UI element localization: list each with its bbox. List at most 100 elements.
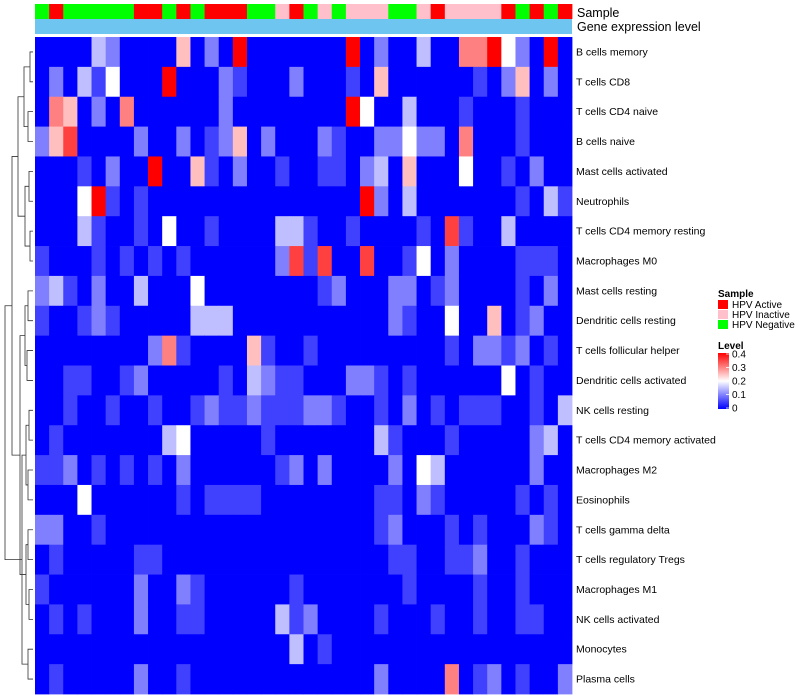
heatmap-cell — [49, 484, 64, 516]
heatmap-cell — [345, 66, 361, 98]
heatmap-cell — [105, 246, 121, 277]
heatmap-cell — [246, 246, 262, 277]
heatmap-cell — [275, 335, 290, 366]
heatmap-cell — [473, 574, 488, 605]
heatmap-cell — [218, 365, 234, 396]
heatmap-cell — [246, 455, 262, 486]
heatmap-cell — [543, 216, 559, 247]
heatmap-cell — [473, 246, 488, 277]
level-legend-tick-label: 0.4 — [732, 350, 746, 361]
heatmap-cell — [218, 305, 234, 337]
heatmap-cell — [91, 484, 107, 516]
heatmap-cell — [402, 574, 417, 605]
heatmap-cell — [261, 216, 276, 247]
heatmap-cell — [487, 96, 502, 127]
heatmap-cell — [119, 544, 135, 575]
row-label: T cells regulatory Tregs — [576, 554, 685, 566]
heatmap-cell — [360, 425, 375, 456]
heatmap-cell — [345, 365, 361, 396]
heatmap-cell — [388, 246, 403, 277]
heatmap-cell — [388, 514, 403, 546]
heatmap-cell — [49, 216, 64, 247]
heatmap-cell — [246, 634, 262, 665]
heatmap-cell — [388, 365, 403, 396]
heatmap-cell — [543, 634, 559, 665]
heatmap-cell — [430, 365, 446, 396]
heatmap-cell — [374, 246, 389, 277]
dendrogram-link — [29, 51, 33, 83]
heatmap-cell — [63, 275, 78, 307]
heatmap-cell — [119, 186, 135, 217]
sample-annotation-cell — [303, 4, 319, 19]
heatmap-cell — [77, 96, 92, 127]
row-label: Dendritic cells resting — [576, 315, 676, 327]
heatmap-cell — [501, 37, 516, 68]
heatmap-cell — [557, 275, 573, 307]
heatmap-cell — [515, 335, 530, 366]
heatmap-cell — [430, 425, 446, 456]
heatmap-cell — [162, 604, 177, 635]
heatmap-cell — [501, 275, 516, 307]
row-label: Eosinophils — [576, 494, 630, 506]
heatmap-cell — [360, 544, 375, 575]
dendrogram-link — [26, 350, 33, 381]
sample-annotation-cell — [416, 4, 432, 19]
heatmap-cell — [119, 96, 135, 127]
heatmap-cell — [49, 66, 64, 98]
heatmap-cell — [232, 395, 248, 426]
heatmap-cell — [303, 246, 319, 277]
heatmap-cell — [416, 395, 432, 426]
sample-annotation-cell — [402, 4, 417, 19]
sample-annotation-cell — [204, 4, 220, 19]
heatmap-cell — [360, 96, 375, 127]
heatmap-cell — [331, 395, 347, 426]
heatmap-cell — [529, 246, 545, 277]
heatmap-cell — [232, 514, 248, 546]
sample-annotation-cell — [557, 4, 573, 19]
heatmap-cell — [246, 604, 262, 635]
row-label: Macrophages M0 — [576, 255, 657, 267]
heatmap-cell — [543, 66, 559, 98]
heatmap-cell — [105, 96, 121, 127]
heatmap-cell — [557, 96, 573, 127]
sample-annotation-cell — [374, 4, 389, 19]
heatmap-cell — [218, 514, 234, 546]
heatmap-cell — [345, 335, 361, 366]
heatmap-cell — [162, 455, 177, 486]
heatmap-cell — [543, 305, 559, 337]
heatmap-cell — [49, 634, 64, 665]
heatmap-cell — [487, 186, 502, 217]
heatmap-cell — [176, 395, 191, 426]
heatmap-cell — [275, 365, 290, 396]
heatmap-cell — [176, 604, 191, 635]
heatmap-cell — [261, 604, 276, 635]
heatmap-cell — [501, 126, 516, 157]
heatmap-cell — [204, 514, 220, 546]
heatmap-cell — [345, 96, 361, 127]
heatmap-cell — [430, 246, 446, 277]
heatmap-cell — [331, 335, 347, 366]
heatmap-cell — [360, 514, 375, 546]
sample-annotation-cell — [176, 4, 191, 19]
heatmap-cell — [374, 514, 389, 546]
heatmap-cell — [91, 156, 107, 187]
dendrogram-link — [27, 529, 33, 561]
heatmap-cell — [176, 484, 191, 516]
sample-annotation-cell — [261, 4, 276, 19]
heatmap-cell — [77, 37, 92, 68]
heatmap-cell — [289, 66, 304, 98]
heatmap-cell — [360, 664, 375, 695]
heatmap-cell — [261, 246, 276, 277]
heatmap-cell — [444, 395, 460, 426]
heatmap-cell — [162, 574, 177, 605]
row-label: T cells gamma delta — [576, 524, 670, 536]
heatmap-cell — [162, 156, 177, 187]
heatmap-cell — [148, 246, 163, 277]
heatmap-cell — [91, 37, 107, 68]
heatmap-cell — [105, 664, 121, 695]
heatmap-cell — [218, 216, 234, 247]
heatmap-cell — [331, 365, 347, 396]
heatmap-cell — [501, 544, 516, 575]
heatmap-cell — [275, 574, 290, 605]
